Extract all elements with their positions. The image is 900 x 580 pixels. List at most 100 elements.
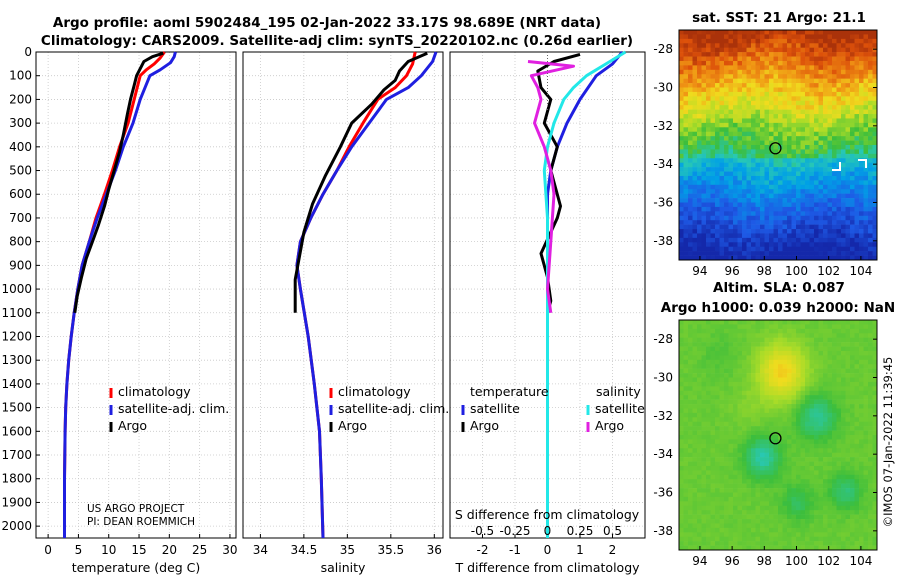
- s-tick-label: -0.5: [471, 524, 494, 538]
- map-cells: [679, 30, 878, 261]
- y-tick-label: 700: [9, 211, 32, 225]
- s-tick-label: 0.5: [603, 524, 622, 538]
- map-x-tick-label: 94: [692, 264, 707, 278]
- x-tick-label: 20: [162, 543, 177, 557]
- map-x-tick-label: 104: [849, 554, 872, 568]
- project-label: US ARGO PROJECT: [87, 503, 185, 515]
- s-tick-label: 0: [544, 524, 552, 538]
- plot-area: [243, 52, 443, 538]
- title-line-2: Climatology: CARS2009. Satellite-adj cli…: [41, 33, 633, 49]
- legend-title-salinity: salinity: [596, 384, 641, 399]
- x-tick-label: -2: [477, 543, 489, 557]
- x-tick-label: 15: [131, 543, 146, 557]
- sla-map: 94 96 98 100 102 104 -28 -30 -32 -34 -36 -38 Altim. …: [653, 280, 895, 568]
- y-tick-label: 900: [9, 258, 32, 272]
- y-tick-label: 1200: [1, 329, 32, 343]
- y-tick-label: 100: [9, 69, 32, 83]
- x-tick-label: 30: [222, 543, 237, 557]
- sla-map-title: Altim. SLA: 0.087: [713, 280, 845, 296]
- x-axis-label: salinity: [321, 560, 366, 575]
- y-tick-label: 1700: [1, 448, 32, 462]
- map-y-tick-label: -28: [653, 42, 673, 56]
- map-y-tick-label: -36: [653, 486, 673, 500]
- x-tick-label: 10: [101, 543, 116, 557]
- series-line-satellite-adj-clim-: [63, 51, 177, 538]
- series-line-satellite-adj-clim-: [295, 51, 438, 539]
- map-x-tick-label: 94: [692, 554, 707, 568]
- legend-label: satellite-adj. clim.: [118, 401, 229, 416]
- s-tick-label: -0.25: [499, 524, 530, 538]
- map-x-tick-label: 100: [785, 264, 808, 278]
- y-tick-label: 500: [9, 164, 32, 178]
- timestamp-stamp: ©IMOS 07-Jan-2022 11:39:45: [881, 357, 895, 528]
- legend-label: Argo: [470, 418, 499, 433]
- title-line-1: Argo profile: aoml 5902484_195 02-Jan-20…: [53, 15, 601, 31]
- legend-label: Argo: [595, 418, 624, 433]
- x-tick-label: 36: [427, 543, 442, 557]
- map-y-tick-label: -30: [653, 371, 673, 385]
- plot-frame: [242, 51, 444, 539]
- salinity-panel: 34 34.5 35 35.5 36 salinity climatology satelli…: [242, 51, 449, 575]
- y-tick-label: 0: [24, 45, 32, 59]
- map-y-tick-label: -30: [653, 81, 673, 95]
- x-tick-label: 2: [609, 543, 617, 557]
- map-cells: [679, 320, 878, 551]
- map-frame: [678, 319, 878, 551]
- x-tick-label: -1: [509, 543, 521, 557]
- x-tick-label: 5: [75, 543, 83, 557]
- series-line-argo: [293, 51, 428, 313]
- plot-area: [36, 52, 236, 538]
- x-tick-label: 35: [340, 543, 355, 557]
- x-tick-label: 1: [576, 543, 584, 557]
- argo-position-marker: [769, 432, 782, 445]
- x-tick-label: 34: [253, 543, 268, 557]
- y-tick-label: 600: [9, 187, 32, 201]
- map-y-tick-label: -32: [653, 409, 673, 423]
- map-x-tick-label: 100: [785, 554, 808, 568]
- map-y-tick-label: -38: [653, 524, 673, 538]
- y-tick-label: 1800: [1, 472, 32, 486]
- y-tick-label: 1100: [1, 306, 32, 320]
- sst-map-title: sat. SST: 21 Argo: 21.1: [692, 10, 866, 26]
- y-tick-label: 800: [9, 235, 32, 249]
- map-y-tick-label: -36: [653, 196, 673, 210]
- sst-white-mark: [858, 159, 867, 168]
- map-y-tick-label: -32: [653, 119, 673, 133]
- map-y-tick-label: -34: [653, 157, 673, 171]
- map-frame: [678, 29, 878, 261]
- y-tick-label: 1000: [1, 282, 32, 296]
- legend-title-temperature: temperature: [470, 384, 549, 399]
- difference-panel: -2 -1 0 1 2 T difference from climatology -0.5…: [449, 50, 646, 575]
- legend-label: climatology: [118, 384, 191, 399]
- map-y-tick-label: -34: [653, 447, 673, 461]
- x-tick-label: 25: [192, 543, 207, 557]
- map-x-tick-label: 98: [757, 264, 772, 278]
- y-tick-label: 1300: [1, 353, 32, 367]
- x-tick-label: 0: [544, 543, 552, 557]
- legend-label: satellite-adj. clim.: [338, 401, 449, 416]
- map-x-tick-label: 102: [817, 554, 840, 568]
- map-y-tick-label: -38: [653, 234, 673, 248]
- pi-label: PI: DEAN ROEMMICH: [87, 516, 195, 528]
- x-tick-label: 35.5: [377, 543, 404, 557]
- legend-label: satellite: [470, 401, 520, 416]
- x-axis-label: T difference from climatology: [454, 560, 640, 575]
- map-y-tick-label: -28: [653, 332, 673, 346]
- y-tick-label: 400: [9, 140, 32, 154]
- s-axis-label: S difference from climatology: [455, 507, 640, 522]
- map-x-tick-label: 96: [724, 554, 739, 568]
- s-tick-label: 0.25: [567, 524, 594, 538]
- series-line-s-satellite: [542, 50, 627, 538]
- plot-frame: [35, 51, 237, 539]
- sla-map-subtitle: Argo h1000: 0.039 h2000: NaN: [661, 300, 895, 316]
- map-x-tick-label: 98: [757, 554, 772, 568]
- map-x-tick-label: 102: [817, 264, 840, 278]
- temperature-panel: 0 5 10 15 20 25 30 temperature (deg C) 0 100 200 30…: [1, 45, 237, 575]
- series-line-s-argo: [527, 60, 575, 314]
- sst-white-mark: [832, 162, 841, 171]
- y-tick-label: 1400: [1, 377, 32, 391]
- x-axis-label: temperature (deg C): [72, 560, 201, 575]
- y-tick-label: 200: [9, 92, 32, 106]
- y-tick-label: 1500: [1, 401, 32, 415]
